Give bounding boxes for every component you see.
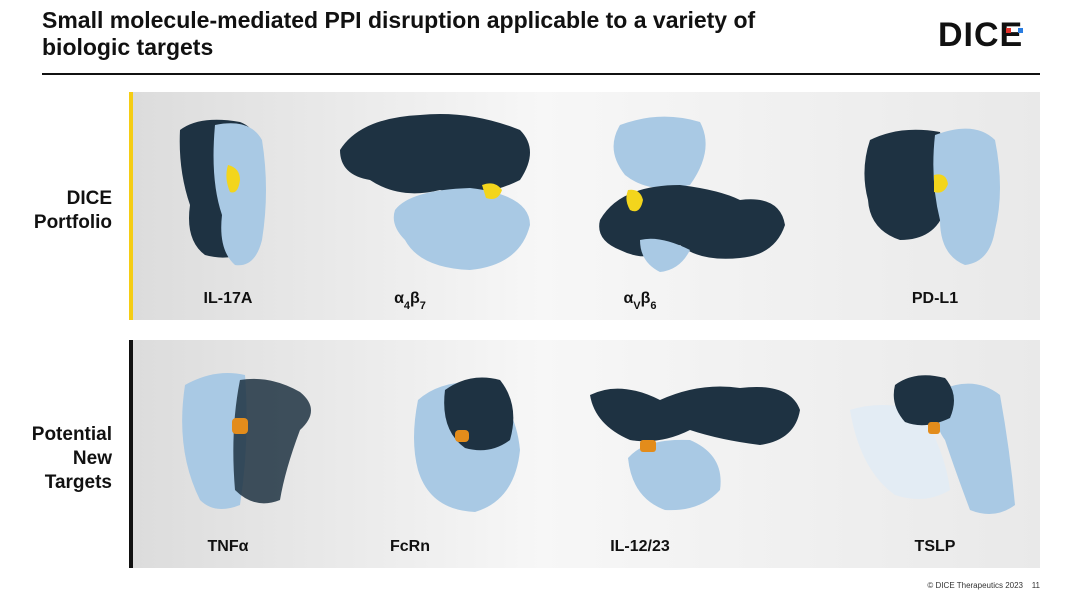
protein-image bbox=[340, 114, 530, 270]
slide-title: Small molecule-mediated PPI disruption a… bbox=[42, 7, 756, 60]
title-line: biologic targets bbox=[42, 34, 213, 60]
panel-bar bbox=[129, 340, 133, 568]
protein-image bbox=[179, 119, 266, 266]
target-text: PD-L1 bbox=[912, 290, 958, 307]
protein-image bbox=[414, 377, 520, 512]
target-label: TSLP bbox=[915, 538, 956, 555]
target-subscript: 6 bbox=[650, 300, 656, 312]
target-text: β bbox=[410, 290, 420, 307]
row-label: DICE Portfolio bbox=[34, 188, 112, 233]
target-text: α bbox=[623, 290, 633, 307]
protein-image bbox=[599, 116, 785, 272]
target-label: PD-L1 bbox=[912, 290, 958, 307]
row-label-line: New bbox=[73, 448, 112, 469]
logo-accent bbox=[1006, 28, 1011, 33]
copyright: © DICE Therapeutics 2023 bbox=[927, 581, 1023, 590]
target-subscript: V bbox=[633, 300, 641, 312]
target-text: IL-12/23 bbox=[610, 538, 670, 555]
target-label: IL-12/23 bbox=[610, 538, 670, 555]
target-subscript: 4 bbox=[404, 300, 411, 312]
target-text: α bbox=[394, 290, 404, 307]
logo: DICE bbox=[938, 16, 1023, 54]
protein-image bbox=[182, 372, 311, 509]
row-label-line: DICE bbox=[67, 188, 112, 209]
row-label: Potential New Targets bbox=[32, 424, 112, 493]
target-text: IL-17A bbox=[204, 290, 253, 307]
title-line: Small molecule-mediated PPI disruption a… bbox=[42, 7, 756, 33]
page-number: 11 bbox=[1032, 581, 1041, 590]
protein-image bbox=[864, 128, 1000, 265]
logo-accent bbox=[1018, 28, 1023, 33]
target-subscript: 7 bbox=[420, 300, 426, 312]
row-label-line: Portfolio bbox=[34, 212, 112, 233]
protein-image bbox=[850, 375, 1015, 514]
row-label-line: Potential bbox=[32, 424, 112, 445]
target-label: IL-17A bbox=[204, 290, 253, 307]
target-label: αVβ6 bbox=[623, 290, 656, 312]
target-text: TNFα bbox=[208, 538, 249, 555]
target-text: FcRn bbox=[390, 538, 430, 555]
panel-bar bbox=[129, 92, 133, 320]
target-text: TSLP bbox=[915, 538, 956, 555]
target-label: α4β7 bbox=[394, 290, 426, 312]
target-text: β bbox=[641, 290, 651, 307]
row-label-line: Targets bbox=[45, 472, 112, 493]
target-label: TNFα bbox=[208, 538, 249, 555]
target-label: FcRn bbox=[390, 538, 430, 555]
protein-image bbox=[590, 386, 800, 511]
